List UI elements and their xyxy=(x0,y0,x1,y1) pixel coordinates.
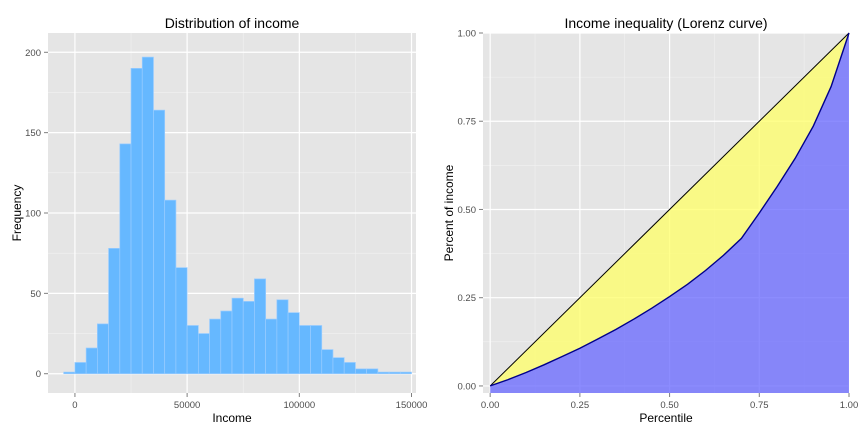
histogram-bar xyxy=(298,325,311,375)
histogram-bar xyxy=(310,325,323,375)
lorenz-ticks: 0.00 0.25 0.50 0.75 1.00 0.00 0.25 0.50 0.75 1.00 xyxy=(458,29,859,412)
histogram-bar xyxy=(130,68,143,375)
lorenz-areas xyxy=(489,32,850,393)
histogram-bar xyxy=(175,267,188,375)
lorenz-panel: Income inequality (Lorenz curve) 0.00 0.2… xyxy=(442,15,858,425)
x-tick-label: 0.75 xyxy=(750,400,769,411)
histogram-bar xyxy=(164,199,177,375)
histogram-bar xyxy=(332,357,345,375)
y-tick-label: 0.50 xyxy=(458,205,477,216)
histogram-bar xyxy=(220,310,233,375)
histogram-bar xyxy=(108,248,121,375)
x-tick-label: 150000 xyxy=(396,400,428,411)
x-tick-label: 1.00 xyxy=(840,400,859,411)
y-tick-label: 50 xyxy=(30,289,41,300)
histogram-bar xyxy=(242,301,255,375)
y-tick-label: 100 xyxy=(25,209,41,220)
histogram-bar xyxy=(388,371,401,375)
x-tick-label: 0 xyxy=(72,400,77,411)
histogram-bar xyxy=(85,347,98,375)
histogram-bar xyxy=(343,362,356,375)
histogram-bar xyxy=(197,333,210,375)
lorenz-y-axis-label: Percent of income xyxy=(442,164,456,261)
histogram-bar xyxy=(119,143,132,375)
histogram-bar xyxy=(377,371,390,375)
histogram-bar xyxy=(63,371,76,375)
lorenz-title: Income inequality (Lorenz curve) xyxy=(564,15,767,31)
lorenz-under-area xyxy=(490,33,849,393)
histogram-bar xyxy=(265,318,278,375)
histogram-bar xyxy=(321,349,334,375)
histogram-bar xyxy=(276,299,289,375)
x-tick-label: 0.50 xyxy=(660,400,679,411)
y-tick-label: 1.00 xyxy=(458,29,477,40)
y-tick-label: 0.25 xyxy=(458,293,477,304)
y-tick-label: 0.00 xyxy=(458,381,477,392)
equality-line xyxy=(489,32,850,387)
histogram-bar xyxy=(153,109,166,375)
histogram-bar xyxy=(399,371,412,375)
lorenz-x-axis-label: Percentile xyxy=(639,411,693,425)
y-tick-label: 0.75 xyxy=(458,117,477,128)
x-tick-label: 0.00 xyxy=(481,400,500,411)
x-tick-label: 0.25 xyxy=(571,400,590,411)
histogram-bar xyxy=(231,297,244,375)
histogram-panel: Distribution of income 0 50000 100000 15000… xyxy=(10,15,427,425)
histogram-bar xyxy=(141,56,154,375)
histogram-bars xyxy=(63,56,412,375)
histogram-bar xyxy=(366,368,379,375)
histogram-bar xyxy=(74,362,87,375)
lorenz-curve-line xyxy=(489,32,850,387)
x-tick-label: 50000 xyxy=(174,400,200,411)
histogram-bar xyxy=(287,312,300,375)
y-tick-label: 200 xyxy=(25,48,41,59)
histogram-bar xyxy=(209,318,222,375)
histogram-bar xyxy=(97,323,109,375)
histogram-y-axis-label: Frequency xyxy=(10,185,24,242)
histogram-ticks: 0 50000 100000 150000 0 50 100 150 200 xyxy=(25,48,427,411)
histogram-x-axis-label: Income xyxy=(212,411,252,425)
histogram-title: Distribution of income xyxy=(165,15,300,31)
histogram-bar xyxy=(186,325,199,375)
histogram-bar xyxy=(254,278,267,375)
histogram-bar xyxy=(355,368,367,375)
y-tick-label: 0 xyxy=(36,369,41,380)
x-tick-label: 100000 xyxy=(283,400,315,411)
y-tick-label: 150 xyxy=(25,128,41,139)
